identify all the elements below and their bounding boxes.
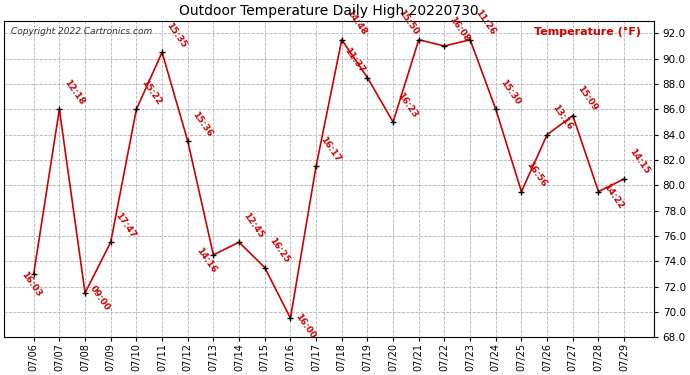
Text: 15:36: 15:36 bbox=[190, 110, 215, 138]
Text: 16:25: 16:25 bbox=[268, 236, 291, 265]
Text: 15:35: 15:35 bbox=[165, 21, 188, 50]
Text: Copyright 2022 Cartronics.com: Copyright 2022 Cartronics.com bbox=[10, 27, 152, 36]
Text: 15:09: 15:09 bbox=[575, 84, 600, 113]
Text: 14:16: 14:16 bbox=[194, 246, 218, 274]
Text: 15:22: 15:22 bbox=[139, 78, 163, 106]
Text: 14:48: 14:48 bbox=[344, 8, 368, 37]
Title: Outdoor Temperature Daily High 20220730: Outdoor Temperature Daily High 20220730 bbox=[179, 4, 479, 18]
Text: 12:45: 12:45 bbox=[242, 211, 266, 240]
Text: 15:30: 15:30 bbox=[499, 78, 522, 106]
Text: 09:00: 09:00 bbox=[88, 284, 112, 312]
Text: 16:56: 16:56 bbox=[524, 160, 548, 189]
Text: 12:18: 12:18 bbox=[62, 78, 86, 106]
Text: 16:23: 16:23 bbox=[396, 91, 420, 119]
Text: 11:37: 11:37 bbox=[342, 46, 366, 75]
Text: 17:47: 17:47 bbox=[113, 210, 137, 240]
Text: 15:50: 15:50 bbox=[397, 8, 420, 37]
Text: 14:15: 14:15 bbox=[627, 147, 651, 176]
Text: 16:03: 16:03 bbox=[20, 270, 43, 299]
Text: 13:16: 13:16 bbox=[550, 103, 573, 132]
Text: 11:26: 11:26 bbox=[473, 8, 497, 37]
Text: 16:17: 16:17 bbox=[319, 135, 343, 164]
Text: 16:00: 16:00 bbox=[293, 312, 317, 340]
Text: Temperature (°F): Temperature (°F) bbox=[533, 27, 641, 37]
Text: 14:22: 14:22 bbox=[601, 182, 625, 211]
Text: 16:08: 16:08 bbox=[447, 15, 471, 43]
